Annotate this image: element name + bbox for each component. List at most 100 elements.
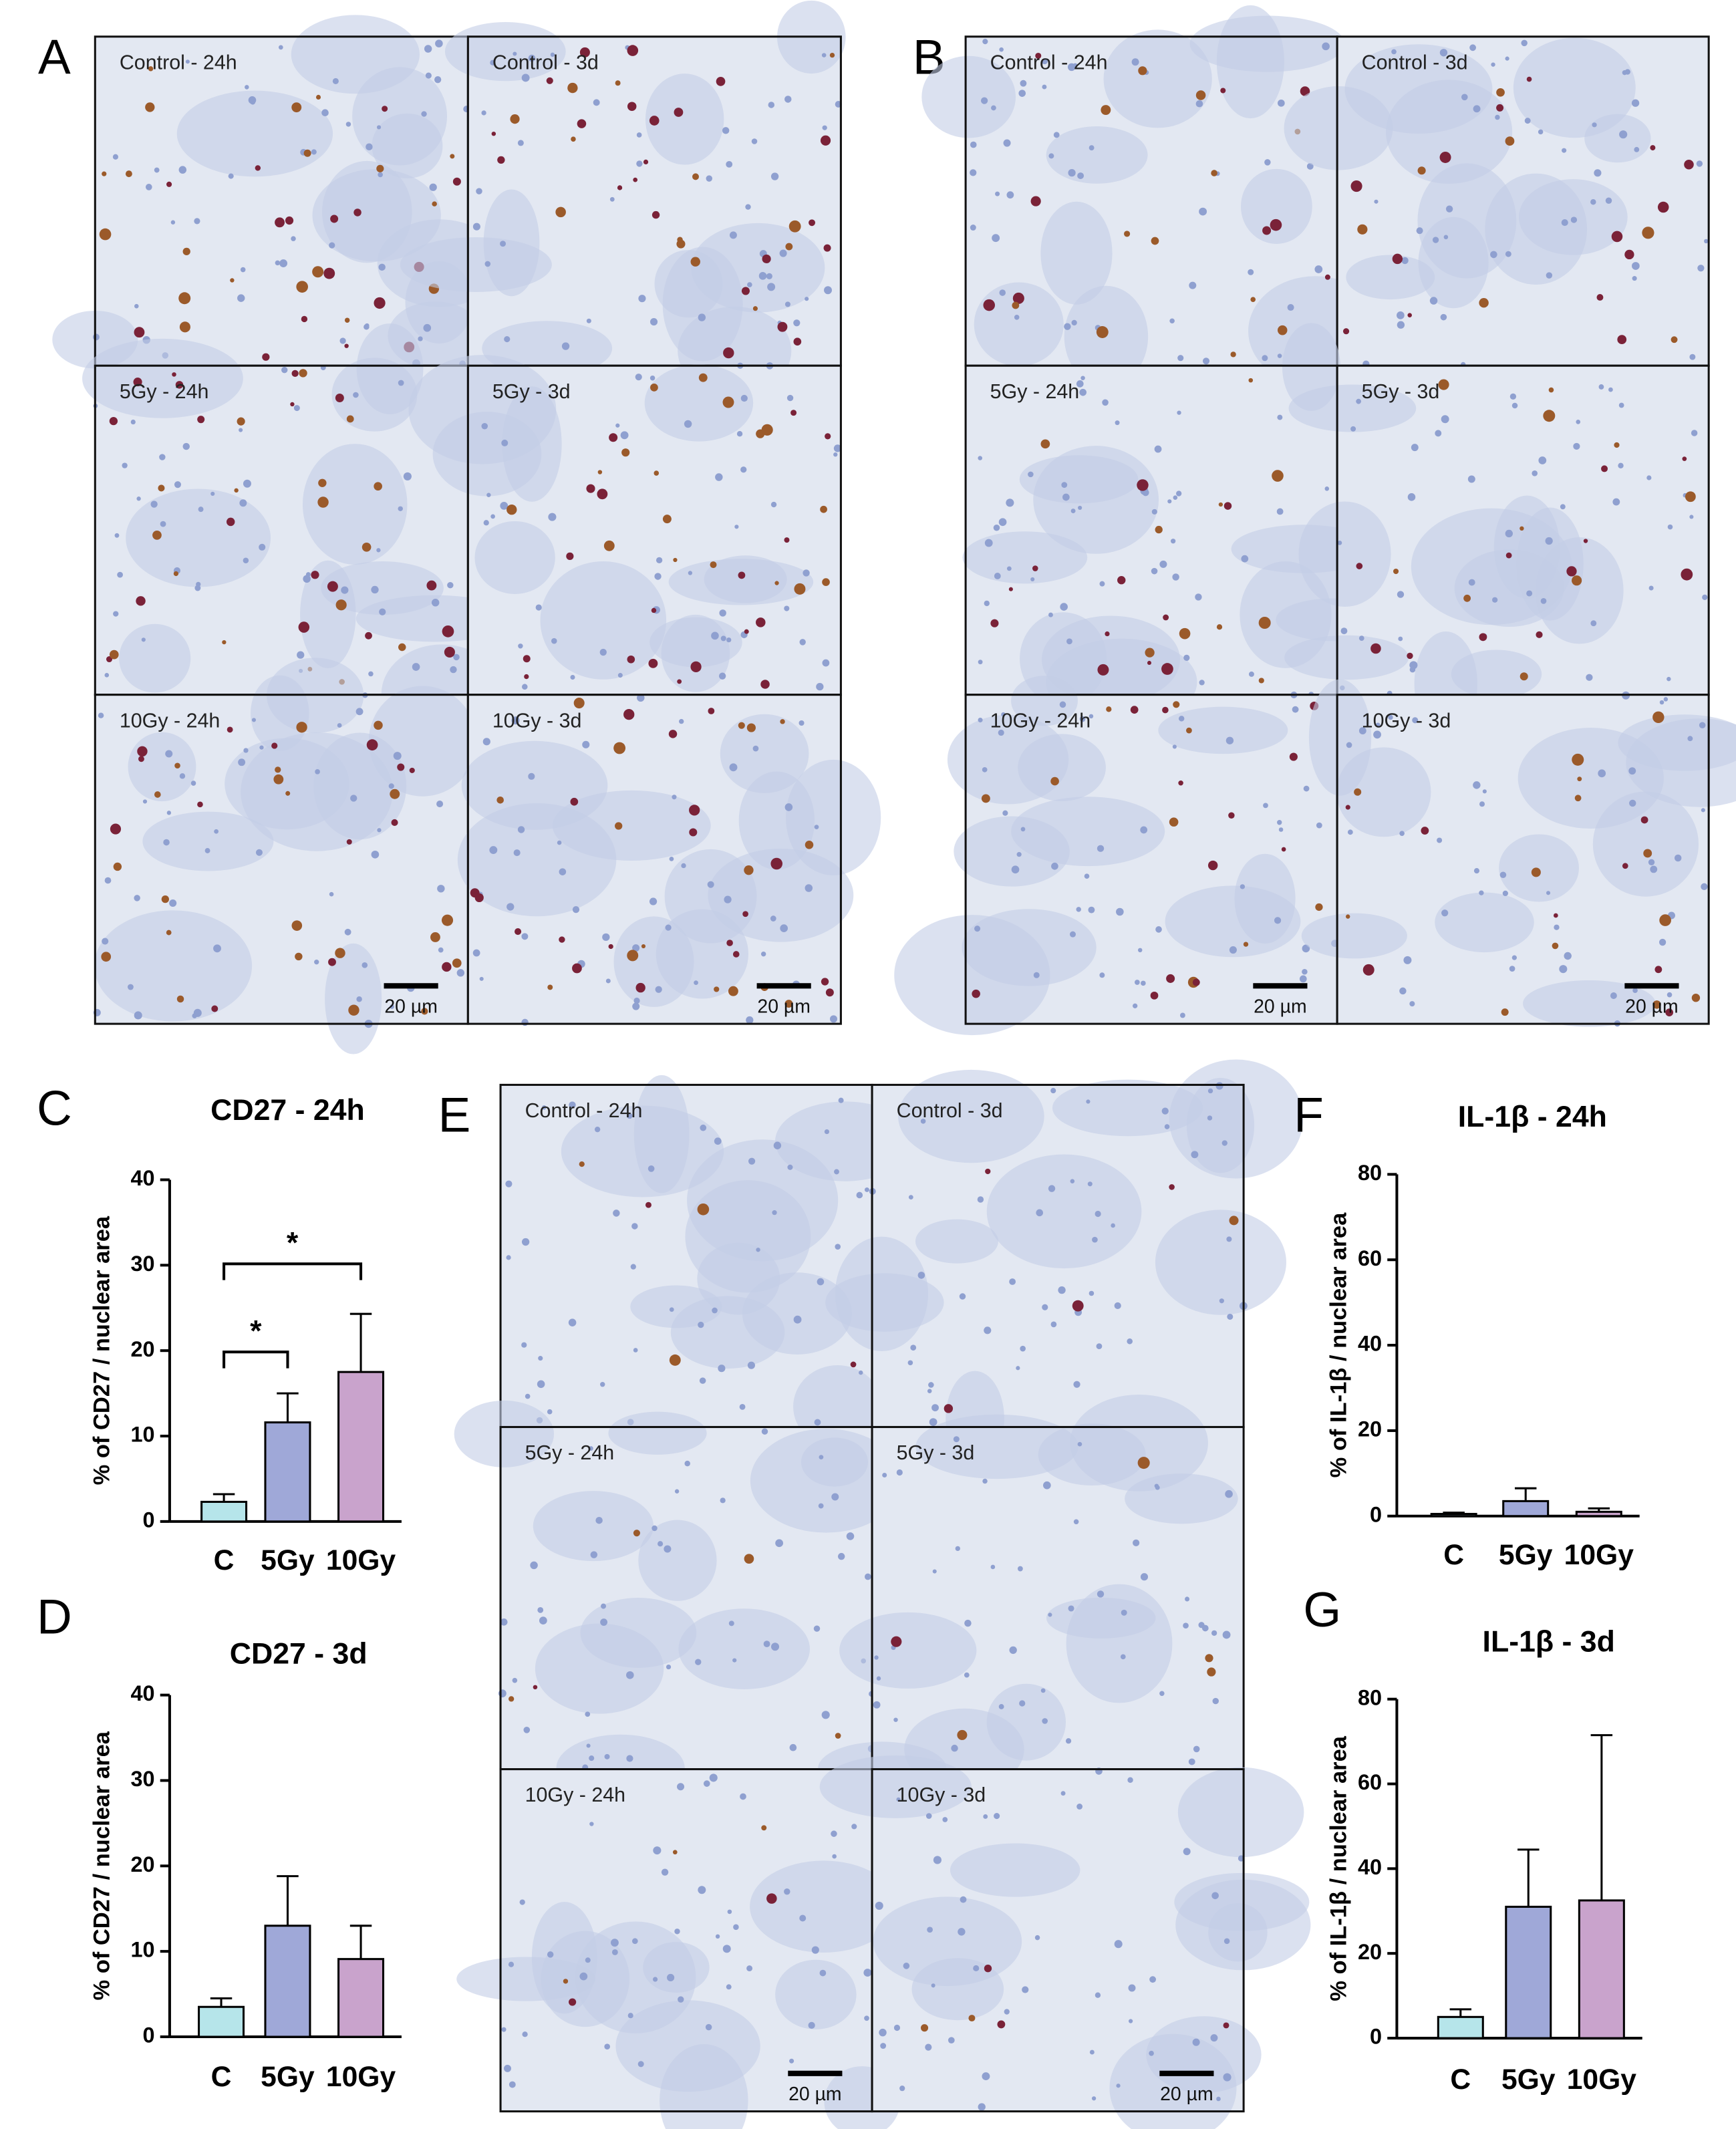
nucleus (425, 72, 432, 79)
nucleus (196, 581, 201, 587)
nucleus (423, 323, 432, 332)
stained-cell (222, 640, 227, 645)
nucleus (835, 1244, 841, 1250)
nucleus (819, 1969, 827, 1977)
stained-cell (673, 557, 678, 563)
tissue-region (128, 732, 196, 802)
cell-label: 10Gy - 24h (525, 1784, 626, 1806)
nucleus (747, 1361, 755, 1369)
micrograph (457, 694, 881, 1026)
chart-title: CD27 - 3d (230, 1638, 368, 1671)
stained-cell (732, 951, 740, 958)
nucleus (378, 263, 386, 271)
stained-cell (1262, 226, 1272, 235)
nucleus (1172, 573, 1179, 581)
nucleus (550, 52, 555, 57)
stained-cell (441, 914, 454, 926)
nucleus (483, 520, 489, 526)
nucleus (1411, 444, 1419, 452)
stained-cell (348, 1004, 359, 1016)
nucleus (1070, 509, 1076, 514)
stained-cell (716, 77, 726, 86)
nucleus (239, 428, 243, 432)
nucleus (371, 850, 380, 859)
stained-cell (1207, 860, 1218, 871)
nucleus (1398, 636, 1403, 642)
nucleus (740, 466, 747, 473)
stained-cell (762, 254, 771, 264)
stained-cell (690, 257, 700, 267)
nucleus (951, 1744, 958, 1752)
nucleus (649, 375, 656, 381)
stained-cell (1657, 201, 1669, 213)
x-tick-label: 5Gy (1501, 2064, 1556, 2096)
tissue-region (704, 555, 787, 603)
nucleus (1632, 262, 1640, 270)
stained-cell (1195, 90, 1206, 100)
stained-cell (563, 1979, 569, 1984)
nucleus (1598, 769, 1606, 778)
stained-cell (1324, 274, 1330, 280)
nucleus (681, 863, 686, 869)
stained-cell (677, 237, 683, 243)
stained-cell (651, 607, 657, 613)
tissue-region (962, 909, 1097, 986)
nucleus (982, 2072, 990, 2081)
nucleus (279, 259, 287, 267)
nucleus (518, 644, 523, 649)
tissue-region (533, 1491, 654, 1562)
nucleus (931, 1983, 935, 1988)
tissue-region (331, 358, 418, 432)
tissue-region (321, 561, 444, 615)
x-tick-label: C (211, 2061, 232, 2093)
nucleus (808, 2021, 815, 2029)
nucleus (376, 548, 381, 553)
nucleus (955, 1546, 960, 1552)
stained-cell (820, 135, 831, 146)
bar (337, 1958, 385, 2038)
stained-cell (568, 1998, 577, 2006)
nucleus (321, 109, 329, 117)
nucleus (1155, 1485, 1160, 1490)
nucleus (998, 1704, 1004, 1709)
nucleus (1077, 1441, 1082, 1447)
y-tick-label: 0 (1370, 1502, 1382, 1526)
nucleus (978, 456, 983, 460)
tissue-region (1177, 1767, 1304, 1858)
cell-label: 5Gy - 3d (897, 1441, 975, 1464)
nucleus (1634, 146, 1640, 152)
nucleus (275, 260, 281, 266)
nucleus (620, 431, 629, 440)
stained-cell (829, 52, 835, 58)
nucleus (736, 431, 743, 437)
nucleus (605, 978, 611, 984)
tissue-region (1103, 29, 1212, 128)
nucleus (873, 1701, 881, 1709)
stained-cell (226, 517, 235, 527)
nucleus (568, 1318, 577, 1326)
nucleus (636, 160, 643, 167)
stained-cell (1216, 624, 1223, 630)
stained-cell (784, 537, 790, 543)
stained-cell (1012, 292, 1024, 304)
nucleus (1701, 883, 1708, 890)
nucleus (917, 1272, 925, 1279)
stained-cell (1659, 914, 1671, 926)
nucleus (1479, 890, 1484, 895)
nucleus (379, 608, 386, 615)
nucleus (698, 313, 706, 321)
nucleus (1173, 495, 1178, 500)
nucleus (1412, 717, 1419, 724)
nucleus (142, 799, 148, 804)
stained-cell (1281, 847, 1286, 852)
stained-cell (262, 353, 270, 361)
stained-cell (328, 958, 336, 966)
stained-cell (738, 571, 746, 579)
stained-cell (597, 488, 608, 500)
nucleus (649, 897, 658, 905)
nucleus (1006, 499, 1014, 507)
nucleus (589, 1822, 594, 1826)
nucleus (190, 780, 196, 786)
stained-cell (1583, 539, 1588, 543)
nucleus (786, 394, 794, 402)
